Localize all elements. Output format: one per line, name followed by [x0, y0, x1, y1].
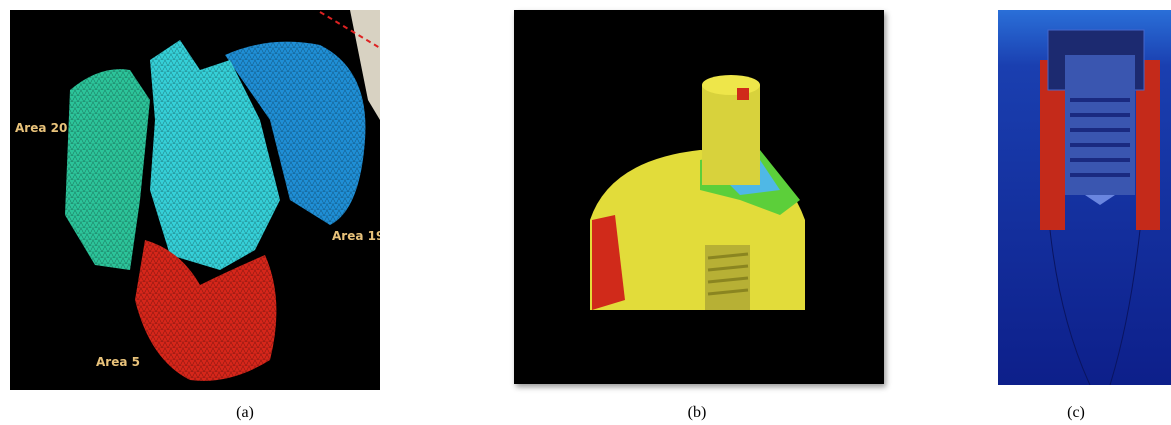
area-label: Area 5 [96, 355, 140, 369]
area-label: Area 19 [332, 229, 384, 243]
page: Area 20 Area 19 Area 5 (a) (b) (c [0, 0, 1171, 425]
caption: (a) [236, 404, 254, 422]
area-label: Area 20 [15, 121, 67, 135]
figure: Area 20 Area 19 Area 5 [0, 0, 1171, 400]
caption: (c) [1067, 404, 1085, 422]
panel-b [514, 10, 884, 384]
panel-a: Area 20 Area 19 Area 5 [10, 10, 384, 390]
caption: (b) [688, 404, 707, 422]
panel-c [998, 10, 1171, 385]
